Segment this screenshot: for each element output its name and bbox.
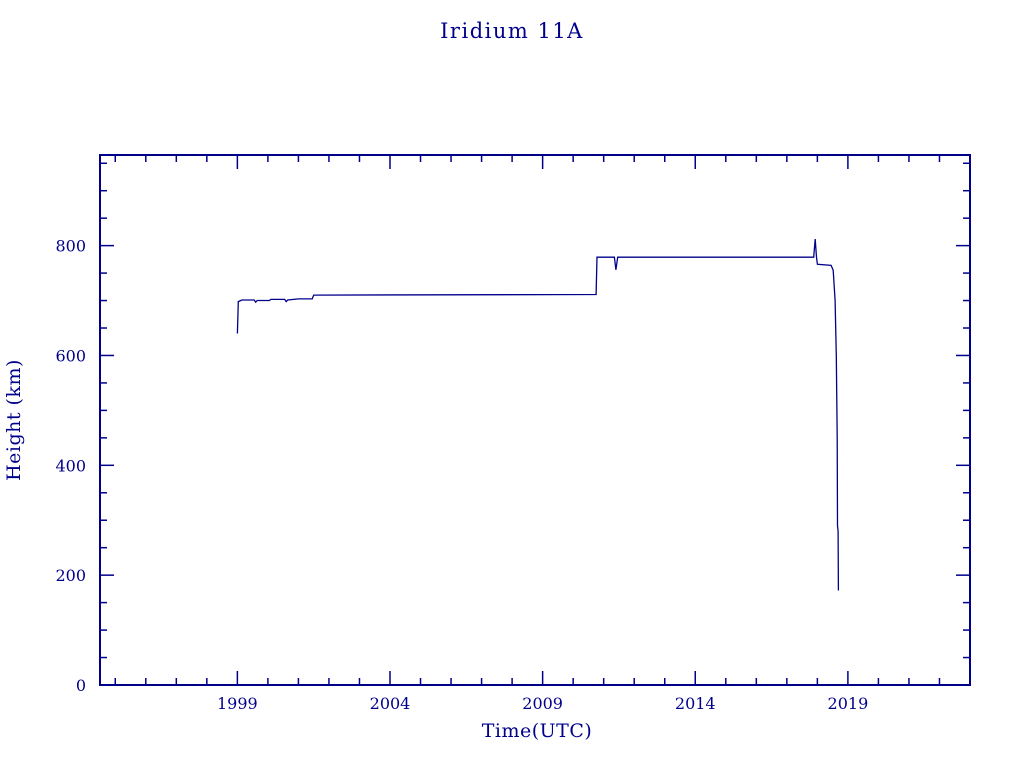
y-tick-label: 600 (55, 346, 86, 365)
plot-area: 1999 2004 2009 2014 2019 0 200 400 600 800 (55, 154, 971, 713)
chart-title: Iridium 11A (440, 19, 584, 43)
data-line (236, 238, 840, 591)
y-tick-label: 400 (55, 456, 86, 475)
x-tick-label: 2014 (675, 694, 716, 713)
x-tick-label: 1999 (217, 694, 258, 713)
plot-frame (99, 154, 971, 686)
x-tick-label: 2019 (828, 694, 869, 713)
x-tick-label: 2009 (522, 694, 563, 713)
y-tick-label: 200 (55, 566, 86, 585)
x-axis-label: Time(UTC) (482, 720, 593, 742)
x-tick-label: 2004 (370, 694, 411, 713)
y-tick-label: 0 (76, 676, 86, 695)
y-tick-label: 800 (55, 237, 86, 256)
y-axis-label: Height (km) (3, 359, 25, 481)
